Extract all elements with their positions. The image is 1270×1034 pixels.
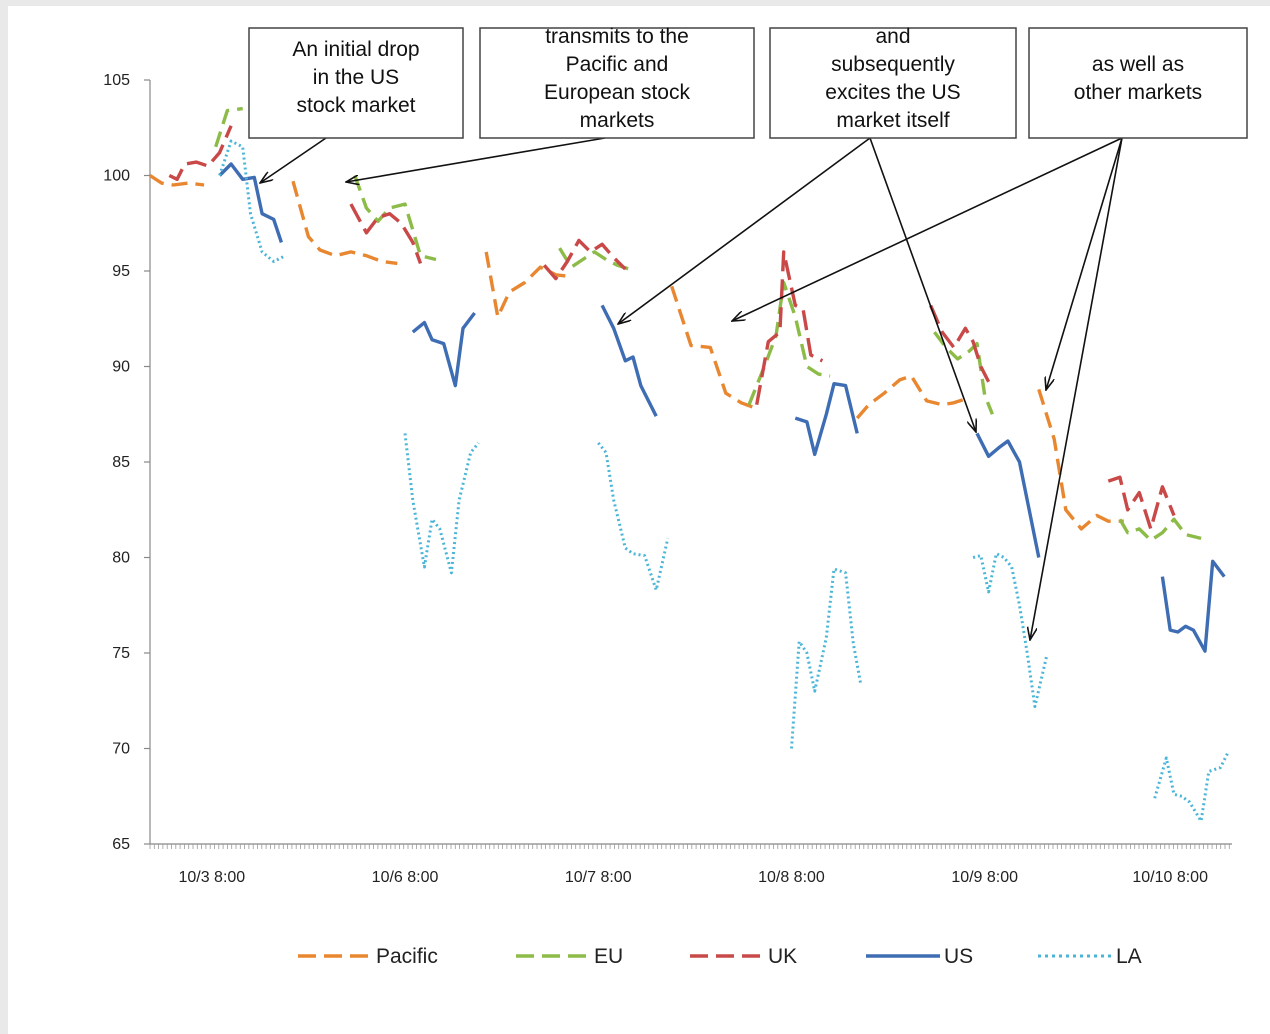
x-tick-label: 10/10 8:00 [1132, 869, 1208, 886]
annotation-text: European stock [544, 81, 690, 104]
series-uk [168, 125, 1176, 531]
annotation-text: stock market [296, 94, 415, 117]
x-tick-label: 10/8 8:00 [758, 869, 825, 886]
legend-item-la: LA [1038, 945, 1142, 968]
y-tick-label: 100 [103, 168, 130, 185]
annotation-text: other markets [1074, 81, 1202, 104]
annotation-arrow [346, 137, 606, 182]
annotation-arrow [618, 137, 871, 324]
y-tick-label: 85 [112, 454, 130, 471]
legend: Pacific EU UK US LA [298, 945, 1142, 968]
series-line-uk [755, 250, 824, 406]
series-pacific [149, 174, 1124, 531]
series-line-us [218, 162, 284, 243]
y-tick-label: 90 [112, 359, 130, 376]
annotation-text: in the US [313, 66, 399, 89]
series-line-eu [747, 280, 831, 406]
annotation-2: transmits to the Pacific and European stoc… [346, 25, 755, 182]
series-line-uk [168, 125, 233, 181]
annotation-text: An initial drop [292, 38, 419, 61]
legend-item-uk: UK [690, 945, 797, 968]
annotation-arrow [1030, 137, 1123, 640]
series-line-la [403, 433, 480, 575]
legend-label: Pacific [376, 945, 438, 968]
annotation-arrow [732, 137, 1123, 321]
series-line-us [411, 311, 476, 388]
annotation-box [1028, 27, 1248, 139]
annotation-text: markets [580, 109, 655, 132]
series-line-pacific [855, 374, 966, 420]
annotation-arrow [1046, 137, 1123, 390]
series-la [218, 139, 1230, 823]
series-line-eu [933, 331, 994, 415]
y-tick-label: 65 [112, 836, 130, 853]
series-line-uk [1107, 475, 1176, 531]
series-line-pacific [1037, 388, 1124, 531]
y-tick-label: 80 [112, 550, 130, 567]
series-line-pacific [291, 180, 398, 266]
annotation-box [769, 27, 1017, 139]
annotation-box [248, 27, 464, 139]
x-tick-label: 10/9 8:00 [951, 869, 1018, 886]
annotation-text: market itself [836, 109, 949, 132]
series-line-us [794, 382, 859, 457]
annotation-text: excites the US [825, 81, 960, 104]
series-line-la [597, 441, 670, 592]
series-line-la [218, 139, 286, 263]
series-us [218, 162, 1226, 653]
annotation-text: subsequently [831, 53, 955, 76]
line-chart: 65 70 75 80 85 90 95 100 105 10/3 8:00 10/6 8:00 10… [103, 25, 1248, 968]
series-line-uk [349, 203, 423, 264]
x-tick-label: 10/7 8:00 [565, 869, 632, 886]
legend-label: US [944, 945, 973, 968]
series-line-pacific [670, 285, 758, 411]
legend-label: LA [1116, 945, 1142, 968]
series-line-us [1160, 559, 1226, 653]
series-line-la [1153, 751, 1230, 823]
annotation-text: transmits to the [545, 25, 689, 48]
legend-label: UK [768, 945, 797, 968]
series-line-us [975, 432, 1041, 558]
y-tick-label: 95 [112, 263, 130, 280]
legend-label: EU [594, 945, 623, 968]
series-line-uk [542, 238, 627, 281]
annotation-arrow [260, 137, 327, 183]
series-eu [214, 106, 1202, 542]
series-line-eu [353, 174, 437, 262]
series-line-la [790, 567, 863, 749]
series-line-eu [214, 106, 243, 148]
series-line-pacific [484, 251, 572, 319]
y-tick-label: 105 [103, 72, 130, 89]
legend-item-us: US [866, 945, 973, 968]
x-tick-label: 10/6 8:00 [372, 869, 439, 886]
annotation-text: Pacific and [566, 53, 669, 76]
annotation-text: as well as [1092, 53, 1184, 76]
series-line-eu [558, 247, 630, 271]
chart-panel: 65 70 75 80 85 90 95 100 105 10/3 8:00 10/6 8:00 10… [8, 6, 1270, 1034]
y-tick-label: 75 [112, 645, 130, 662]
series-layer [149, 106, 1230, 823]
annotation-3: and subsequently excites the US market itse… [618, 25, 1017, 432]
series-line-uk [929, 304, 991, 383]
series-line-la [972, 552, 1048, 708]
y-tick-label: 70 [112, 741, 130, 758]
legend-item-pacific: Pacific [298, 945, 438, 968]
annotation-box [479, 27, 755, 139]
annotation-1: An initial drop in the US stock market [248, 27, 464, 183]
x-tick-label: 10/3 8:00 [178, 869, 245, 886]
series-line-pacific [149, 174, 205, 187]
annotation-text: and [875, 25, 910, 48]
annotation-4: as well as other markets [732, 27, 1248, 640]
series-line-us [600, 304, 658, 417]
series-line-eu [1118, 517, 1202, 542]
annotation-arrow [869, 137, 976, 432]
axes: 65 70 75 80 85 90 95 100 105 10/3 8:00 10/6 8:00 10… [103, 72, 1232, 886]
legend-item-eu: EU [516, 945, 623, 968]
